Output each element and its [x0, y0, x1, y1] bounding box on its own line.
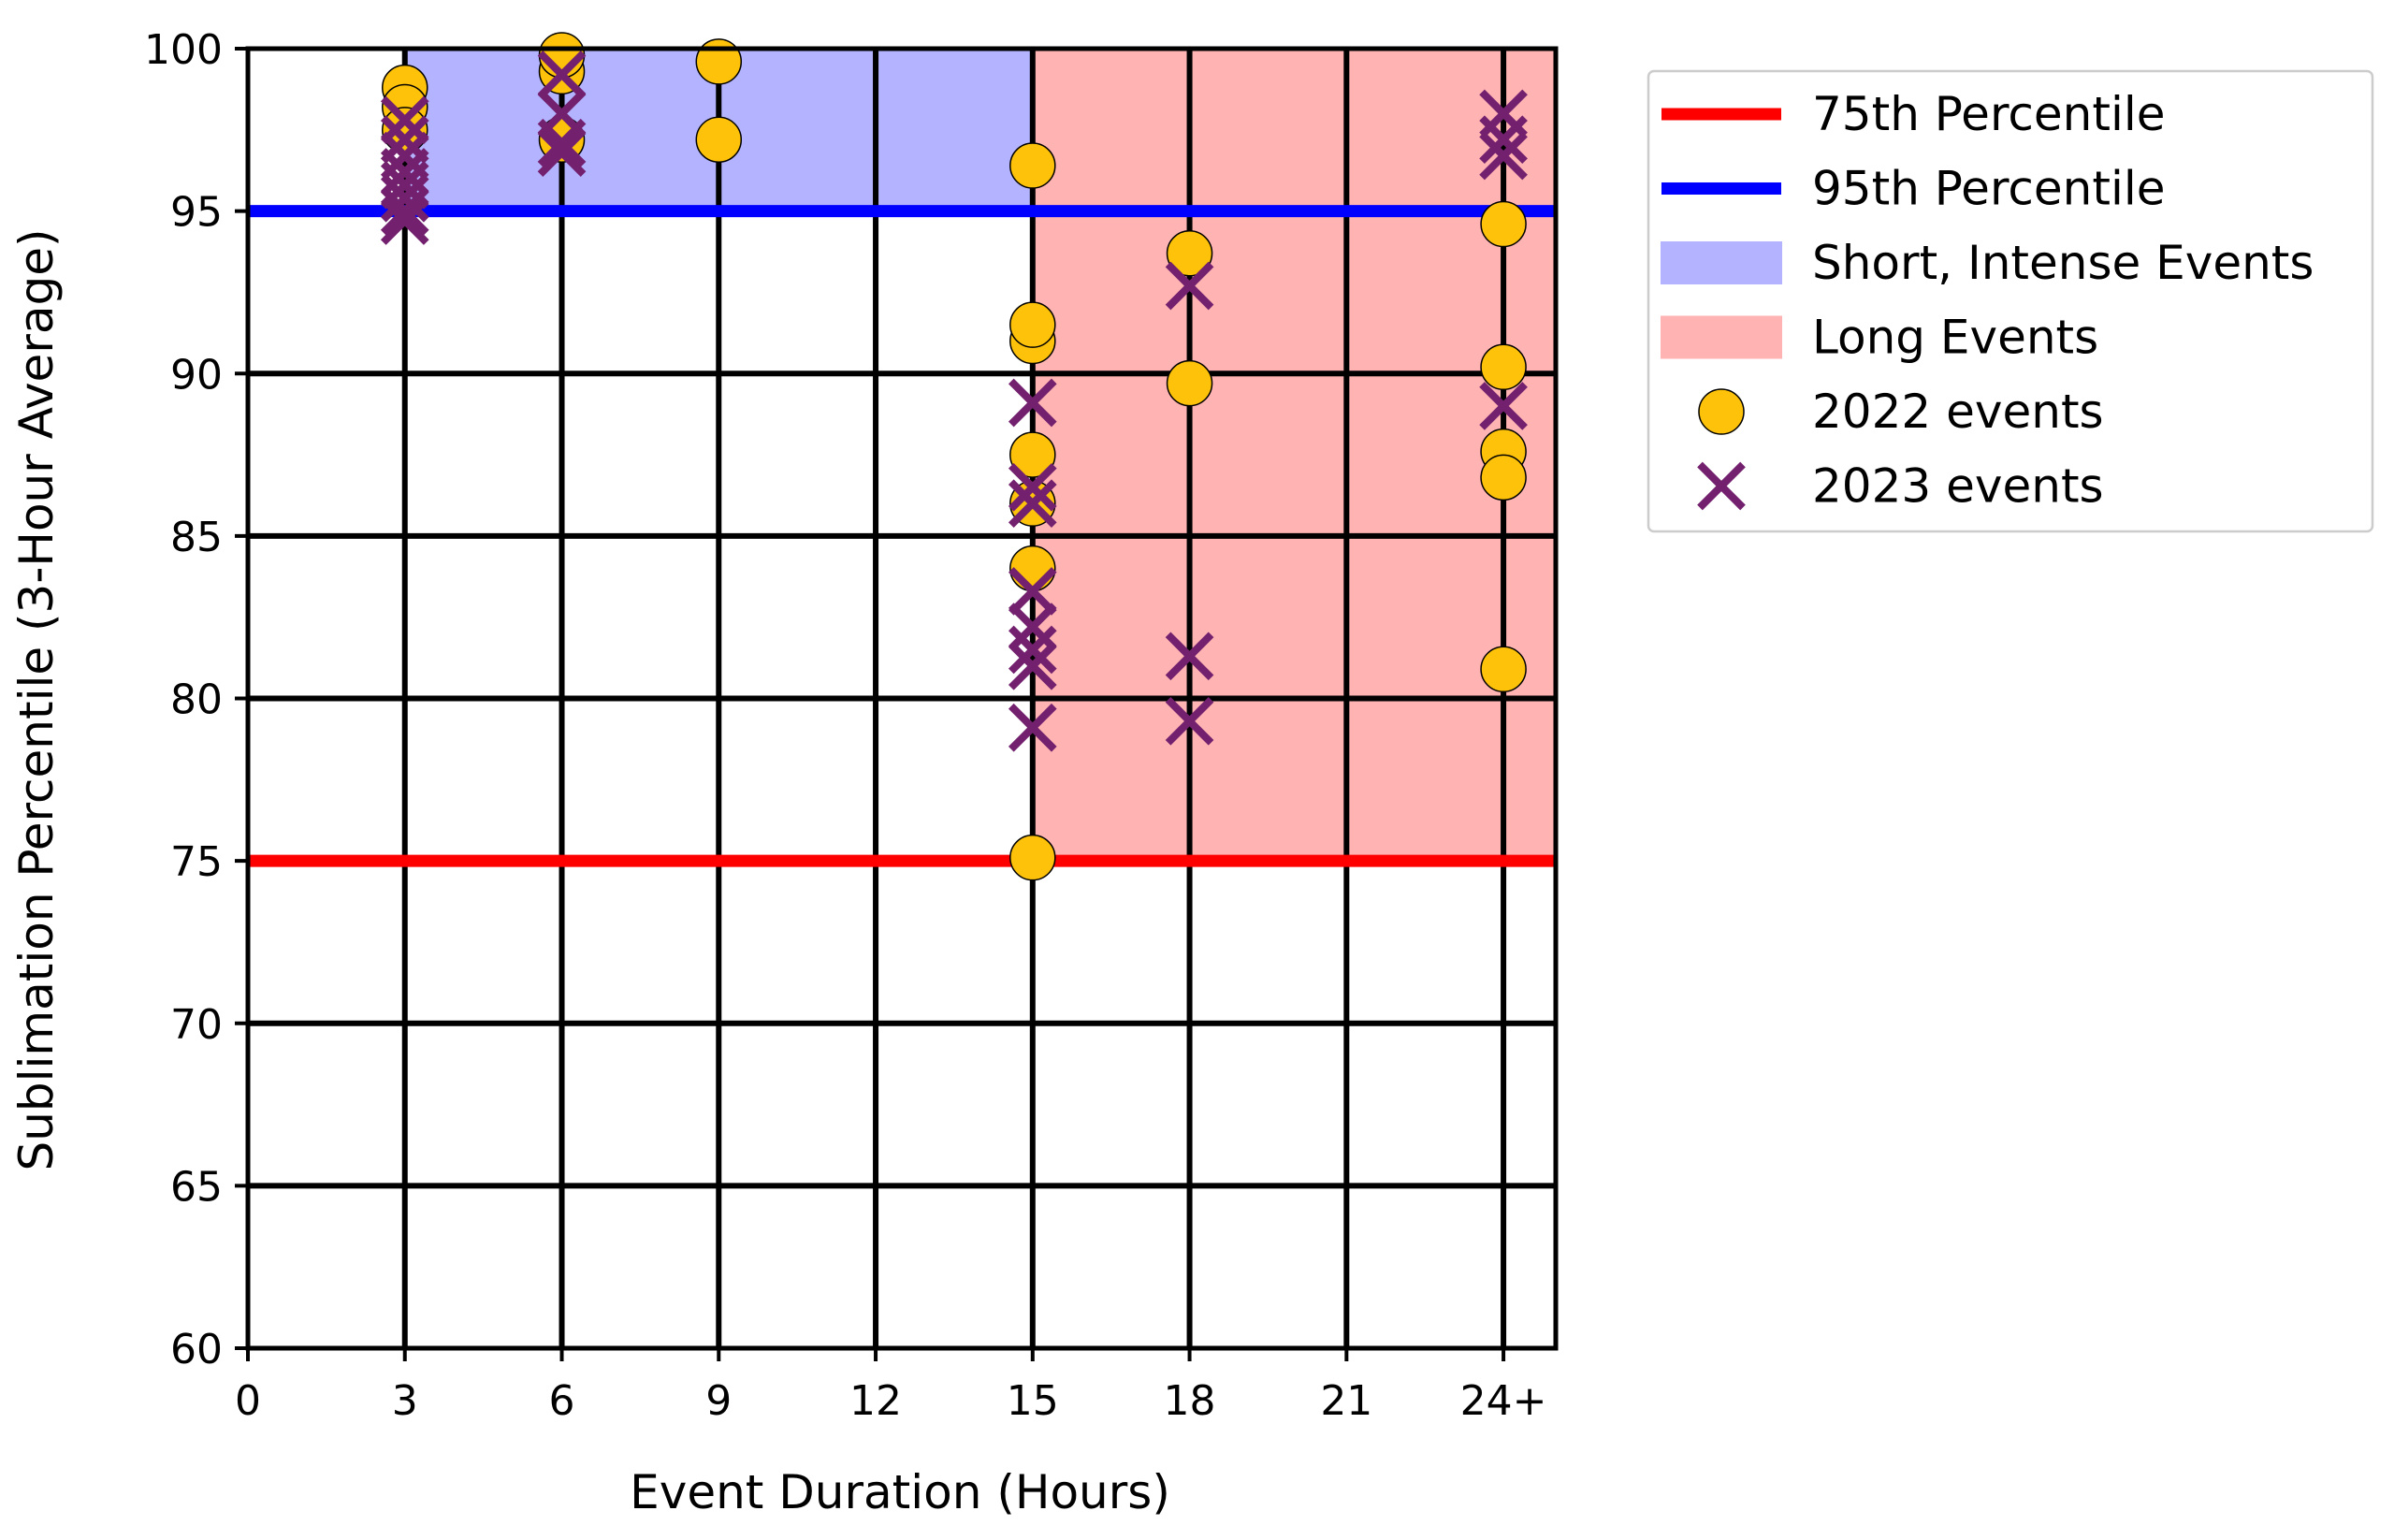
data-point-1-15	[1008, 567, 1057, 616]
y-tick-label-3: 75	[170, 838, 223, 886]
data-point-1-12	[1008, 378, 1057, 428]
legend: 75th Percentile 95th Percentile Short, Int…	[1647, 69, 2374, 533]
y-tick-label-4: 80	[170, 676, 223, 724]
data-point-1-0	[380, 95, 429, 145]
data-point-1-8	[537, 50, 587, 99]
y-axis-title: Sublimation Percentile (3-Hour Average)	[9, 228, 64, 1170]
x-tick-label-6: 18	[1164, 1377, 1216, 1425]
legend-swatch-3	[1661, 315, 1782, 359]
data-point-1-20	[1165, 261, 1214, 311]
data-point-0-10	[1009, 301, 1056, 348]
y-tick-label-0: 60	[170, 1326, 223, 1373]
data-point-1-13	[1008, 462, 1057, 512]
data-point-0-14	[1009, 834, 1056, 881]
x-tick-label-7: 21	[1320, 1377, 1372, 1425]
data-point-1-16	[1008, 603, 1057, 651]
data-point-0-16	[1166, 359, 1213, 407]
data-point-1-19	[1008, 703, 1057, 752]
x-tick-label-1: 3	[392, 1377, 418, 1425]
legend-swatch-4	[1698, 388, 1745, 435]
data-point-0-6	[695, 38, 743, 85]
data-point-0-7	[695, 116, 743, 163]
data-point-0-20	[1480, 454, 1527, 501]
legend-box	[1647, 69, 2374, 533]
data-point-1-25	[1479, 131, 1528, 181]
legend-swatch-2	[1661, 241, 1782, 284]
x-tick-label-3: 9	[705, 1377, 732, 1425]
data-point-0-11	[1009, 431, 1056, 478]
region-1	[1032, 49, 1556, 862]
data-point-1-14	[1008, 479, 1057, 528]
y-tick-label-2: 70	[170, 1001, 223, 1049]
data-point-1-7	[380, 196, 429, 245]
data-point-0-17	[1480, 200, 1527, 248]
legend-label-3: Long Events	[1812, 311, 2098, 365]
data-point-1-21	[1165, 632, 1214, 681]
data-point-1-6	[380, 186, 429, 236]
legend-swatch-5	[1697, 461, 1746, 511]
legend-label-1: 95th Percentile	[1812, 162, 2166, 216]
data-point-1-17	[1008, 625, 1057, 675]
data-point-1-26	[1479, 382, 1528, 430]
x-tick-label-0: 0	[235, 1377, 261, 1425]
data-point-1-24	[1479, 115, 1528, 165]
y-tick-label-1: 65	[170, 1163, 223, 1211]
data-point-1-11	[537, 128, 587, 177]
data-point-1-22	[1165, 696, 1214, 746]
data-point-0-21	[1480, 646, 1527, 692]
x-tick-label-4: 12	[849, 1377, 902, 1425]
x-tick-label-8: 24+	[1460, 1377, 1547, 1425]
data-point-1-5	[380, 173, 429, 223]
y-tick-label-5: 85	[170, 514, 223, 561]
y-tick-label-7: 95	[170, 189, 223, 237]
x-tick-label-2: 6	[549, 1377, 575, 1425]
plot-area: 0 3 6 9 12 15 18 21 24+ 60 65 70 75 80 85 90 95 100	[144, 26, 1559, 1425]
legend-label-5: 2023 events	[1812, 459, 2104, 514]
y-tick-label-6: 90	[170, 351, 223, 399]
data-point-0-8	[1009, 142, 1056, 189]
legend-label-2: Short, Intense Events	[1812, 236, 2314, 290]
data-point-1-10	[537, 118, 587, 167]
legend-label-0: 75th Percentile	[1812, 87, 2166, 141]
y-tick-label-8: 100	[144, 26, 223, 74]
x-tick-label-5: 15	[1007, 1377, 1059, 1425]
x-axis-title: Event Duration (Hours)	[630, 1465, 1170, 1519]
data-point-1-18	[1008, 641, 1057, 690]
legend-label-4: 2022 events	[1812, 385, 2104, 439]
data-point-0-15	[1166, 230, 1213, 277]
data-point-0-18	[1480, 343, 1527, 391]
data-point-0-13	[1009, 545, 1056, 592]
data-point-0-2	[382, 107, 428, 153]
